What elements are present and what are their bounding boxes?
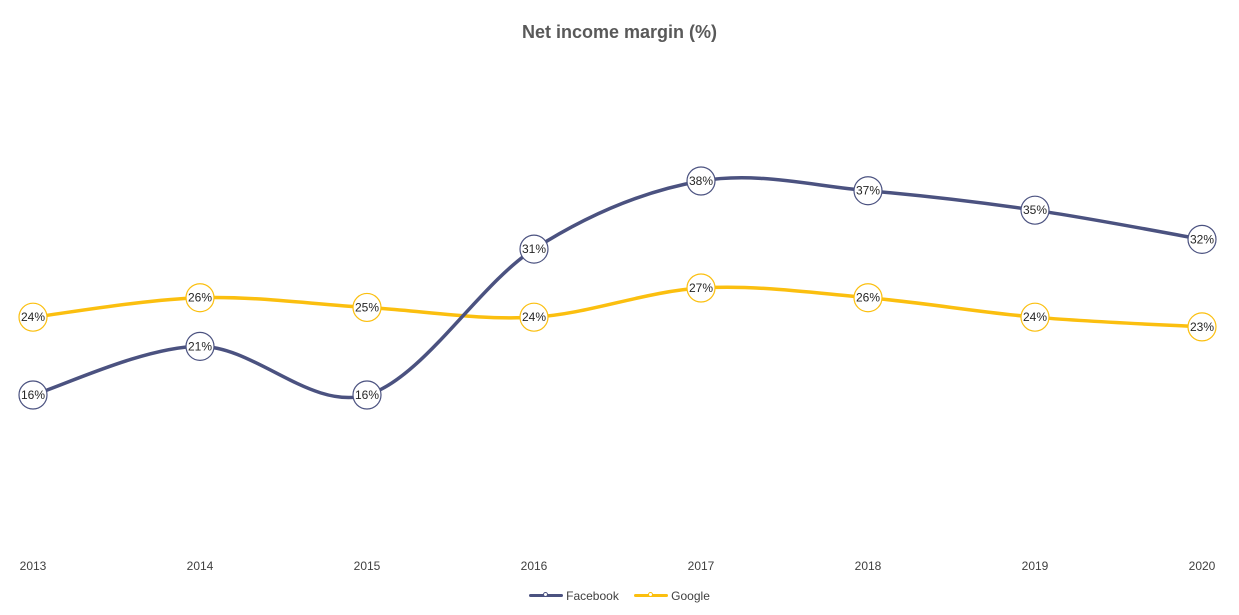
- legend-item-google[interactable]: Google: [634, 589, 710, 603]
- legend-label-facebook: Facebook: [566, 588, 619, 603]
- data-point-facebook-2013[interactable]: [18, 380, 48, 410]
- x-tick-label-2017: 2017: [688, 559, 715, 573]
- data-point-google-2013[interactable]: [18, 302, 48, 332]
- data-point-facebook-2018[interactable]: [853, 176, 883, 206]
- data-point-facebook-2014[interactable]: [185, 331, 215, 361]
- series-line-facebook: [31, 176, 1204, 400]
- marker-layer: 24% 26% 25% 24% 27% 26% 24% 23% 16% 21% 16% 31% 38% 3…: [18, 166, 1217, 410]
- data-label-facebook-2019: 35%: [1023, 203, 1047, 217]
- chart-title: Net income margin (%): [521, 22, 718, 42]
- data-label-google-2020: 23%: [1190, 320, 1214, 334]
- data-label-google-2014: 26%: [188, 291, 212, 305]
- x-tick-label-2016: 2016: [521, 559, 548, 573]
- x-axis: 2013 2014 2015 2016 2017 2018 2019 2020: [20, 559, 1216, 573]
- x-tick-label-2018: 2018: [855, 559, 882, 573]
- data-point-google-2020[interactable]: [1187, 312, 1217, 342]
- data-label-facebook-2015: 16%: [355, 388, 379, 402]
- data-label-facebook-2018: 37%: [856, 184, 880, 198]
- data-label-google-2018: 26%: [856, 291, 880, 305]
- data-point-google-2014[interactable]: [185, 283, 215, 313]
- data-label-facebook-2017: 38%: [689, 174, 713, 188]
- data-point-facebook-2015[interactable]: [352, 380, 382, 410]
- data-point-google-2019[interactable]: [1020, 302, 1050, 332]
- legend-item-facebook[interactable]: Facebook: [529, 589, 619, 603]
- legend-swatch-google: [634, 592, 669, 597]
- data-label-google-2016: 24%: [522, 310, 546, 324]
- x-tick-label-2014: 2014: [187, 559, 214, 573]
- series-layer: [31, 176, 1204, 400]
- x-tick-label-2019: 2019: [1022, 559, 1049, 573]
- data-point-facebook-2016[interactable]: [519, 234, 549, 264]
- data-point-google-2015[interactable]: [352, 292, 382, 323]
- data-point-google-2016[interactable]: [519, 302, 549, 332]
- x-tick-label-2020: 2020: [1189, 559, 1216, 573]
- data-label-facebook-2016: 31%: [522, 242, 546, 256]
- data-point-google-2017[interactable]: [686, 273, 716, 303]
- data-label-facebook-2013: 16%: [21, 388, 45, 402]
- legend-label-google: Google: [671, 588, 710, 603]
- data-label-google-2013: 24%: [21, 310, 45, 324]
- x-tick-label-2015: 2015: [354, 559, 381, 573]
- series-line-google: [31, 285, 1204, 329]
- data-label-facebook-2014: 21%: [188, 339, 212, 353]
- data-label-facebook-2020: 32%: [1190, 232, 1214, 246]
- data-label-google-2019: 24%: [1023, 310, 1047, 324]
- data-point-facebook-2019[interactable]: [1020, 195, 1050, 225]
- data-point-facebook-2017[interactable]: [686, 166, 716, 196]
- data-label-google-2017: 27%: [689, 281, 713, 295]
- legend: Facebook Google: [0, 586, 1239, 603]
- legend-swatch-facebook: [529, 592, 564, 597]
- data-point-facebook-2020[interactable]: [1187, 224, 1217, 254]
- data-label-google-2015: 25%: [355, 300, 379, 314]
- data-point-google-2018[interactable]: [853, 283, 883, 313]
- x-tick-label-2013: 2013: [20, 559, 47, 573]
